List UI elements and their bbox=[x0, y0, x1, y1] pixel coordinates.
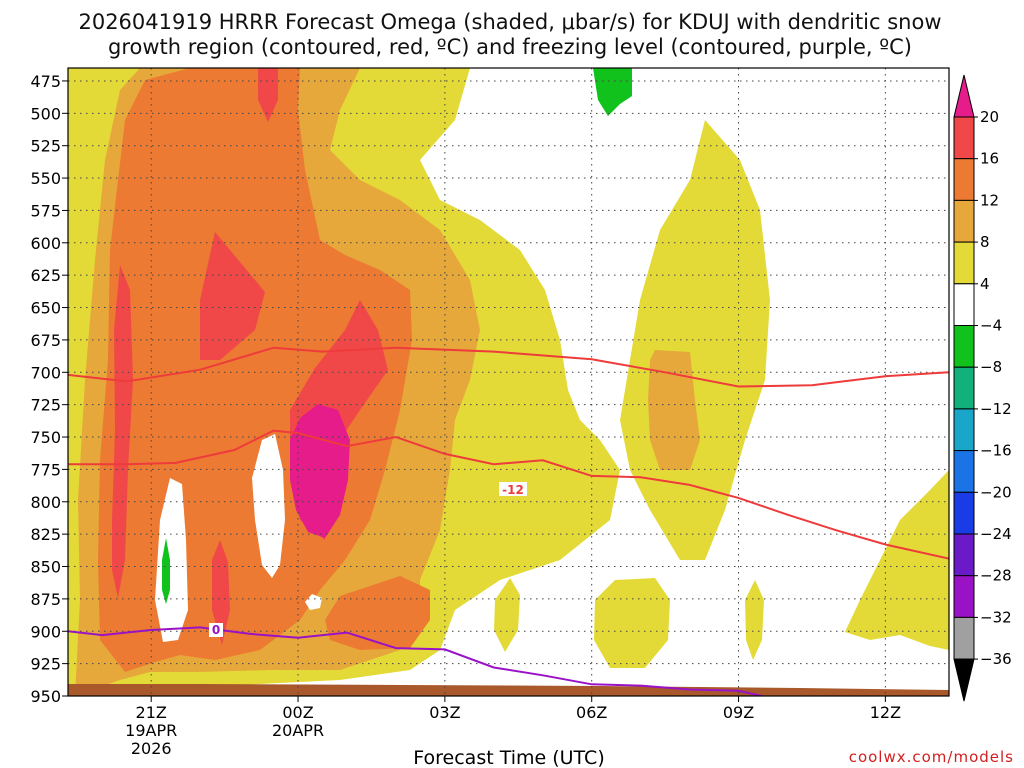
chart-title-line2: growth region (contoured, red, ºC) and f… bbox=[108, 35, 912, 59]
y-tick-label-625: 625 bbox=[30, 266, 61, 285]
y-tick-label-575: 575 bbox=[30, 201, 61, 220]
omega-region-16-c bbox=[112, 265, 133, 598]
contour-label-zero: 0 bbox=[212, 623, 220, 637]
colorbar-segment-11 bbox=[953, 575, 975, 618]
colorbar-label-10: −24 bbox=[980, 525, 1012, 543]
freezing-level-contour-line bbox=[68, 626, 767, 696]
colorbar-label-12: −32 bbox=[980, 608, 1012, 626]
omega-region-neg8-top bbox=[593, 68, 632, 116]
omega-gap-1 bbox=[155, 478, 188, 642]
dgz-upper-contour-line bbox=[68, 346, 949, 388]
omega-region-4-low1 bbox=[594, 578, 670, 668]
omega-gap-3 bbox=[305, 594, 322, 610]
y-tick-label-800: 800 bbox=[30, 493, 61, 512]
y-tick-label-925: 925 bbox=[30, 655, 61, 674]
y-tick-label-650: 650 bbox=[30, 299, 61, 318]
x-tick-label-09z: 09Z bbox=[723, 703, 754, 722]
y-tick-label-875: 875 bbox=[30, 590, 61, 609]
contour-label-bg-12 bbox=[499, 482, 527, 496]
colorbar-segment-7 bbox=[953, 408, 975, 452]
omega-region-4-low4 bbox=[601, 475, 612, 512]
colorbar-label-8: −16 bbox=[980, 442, 1012, 460]
colorbar-label-13: −36 bbox=[980, 650, 1012, 668]
x-tick-label-06z: 06Z bbox=[576, 703, 607, 722]
omega-region-16-b bbox=[200, 232, 265, 360]
colorbar-segment-2 bbox=[953, 199, 975, 243]
y-tick-label-950: 950 bbox=[30, 687, 61, 706]
x-tick-label-12z: 12Z bbox=[870, 703, 901, 722]
colorbar-bottom-arrow bbox=[953, 658, 975, 702]
omega-region-neg8-low bbox=[162, 538, 170, 604]
colorbar-label-9: −20 bbox=[980, 483, 1012, 501]
site-credit: coolwx.com/models bbox=[849, 748, 1014, 766]
colorbar-segment-5 bbox=[953, 325, 975, 368]
plot-frame bbox=[67, 67, 950, 697]
y-tick-label-675: 675 bbox=[30, 331, 61, 350]
x-axis-title: Forecast Time (UTC) bbox=[413, 747, 604, 768]
colorbar-label-1: 16 bbox=[980, 150, 999, 168]
y-tick-label-850: 850 bbox=[30, 558, 61, 577]
x-tick-label-00z: 00Z bbox=[282, 703, 313, 722]
y-axis: 475 500 525 550 575 600 625 650 675 700 725 750 775 8… bbox=[30, 72, 68, 706]
y-tick-label-525: 525 bbox=[30, 137, 61, 156]
dotted-grid bbox=[68, 68, 949, 697]
x-tick-label-19apr: 19APR bbox=[125, 721, 177, 740]
omega-region-4-low3 bbox=[494, 578, 520, 652]
colorbar-label-4: 4 bbox=[980, 275, 990, 293]
colorbar-label-5: −4 bbox=[980, 317, 1002, 335]
omega-gap-2 bbox=[252, 434, 285, 578]
colorbar-segment-8 bbox=[953, 450, 975, 493]
omega-region-4-east bbox=[845, 470, 949, 650]
colorbar-top-arrow bbox=[953, 74, 975, 118]
x-tick-label-2026: 2026 bbox=[131, 739, 172, 758]
colorbar-label-6: −8 bbox=[980, 358, 1002, 376]
dgz-lower-contour-line bbox=[68, 429, 949, 560]
colorbar-label-3: 8 bbox=[980, 233, 990, 251]
colorbar-segment-12 bbox=[953, 616, 975, 660]
y-tick-label-900: 900 bbox=[30, 622, 61, 641]
terrain-strip bbox=[68, 684, 949, 696]
colorbar-label-0: 20 bbox=[980, 108, 999, 126]
y-tick-label-725: 725 bbox=[30, 396, 61, 415]
colorbar-segment-10 bbox=[953, 533, 975, 577]
contour-label-bg-0 bbox=[209, 623, 223, 637]
y-tick-label-500: 500 bbox=[30, 104, 61, 123]
colorbar-segment-3 bbox=[953, 241, 975, 285]
chart-title-line1: 2026041919 HRRR Forecast Omega (shaded, … bbox=[78, 10, 941, 34]
y-tick-label-550: 550 bbox=[30, 169, 61, 188]
y-tick-label-825: 825 bbox=[30, 525, 61, 544]
colorbar-segment-6 bbox=[953, 366, 975, 410]
x-tick-label-20apr: 20APR bbox=[272, 721, 324, 740]
x-tick-label-21z: 21Z bbox=[136, 703, 167, 722]
y-tick-label-600: 600 bbox=[30, 234, 61, 253]
colorbar-segment-4 bbox=[953, 283, 975, 326]
omega-region-4-low2 bbox=[745, 580, 764, 660]
omega-region-20 bbox=[290, 404, 350, 538]
y-tick-label-700: 700 bbox=[30, 363, 61, 382]
colorbar: 20 16 12 8 4 −4 −8 −12 −16 −20 −24 −28 −32 −36 bbox=[953, 74, 1012, 702]
contour-label-minus12: -12 bbox=[502, 483, 524, 497]
colorbar-segment-1 bbox=[953, 158, 975, 201]
omega-region-16-a bbox=[258, 68, 278, 122]
colorbar-label-11: −28 bbox=[980, 567, 1012, 585]
colorbar-label-7: −12 bbox=[980, 400, 1012, 418]
temperature-contours: -12 0 bbox=[68, 346, 949, 696]
x-tick-label-03z: 03Z bbox=[429, 703, 460, 722]
colorbar-segment-9 bbox=[953, 491, 975, 535]
omega-region-8-east bbox=[648, 350, 700, 470]
y-tick-label-775: 775 bbox=[30, 460, 61, 479]
colorbar-label-2: 12 bbox=[980, 191, 999, 209]
colorbar-segment-0 bbox=[953, 116, 975, 160]
y-tick-label-750: 750 bbox=[30, 428, 61, 447]
omega-shaded-field bbox=[68, 68, 949, 696]
y-tick-label-475: 475 bbox=[30, 72, 61, 91]
